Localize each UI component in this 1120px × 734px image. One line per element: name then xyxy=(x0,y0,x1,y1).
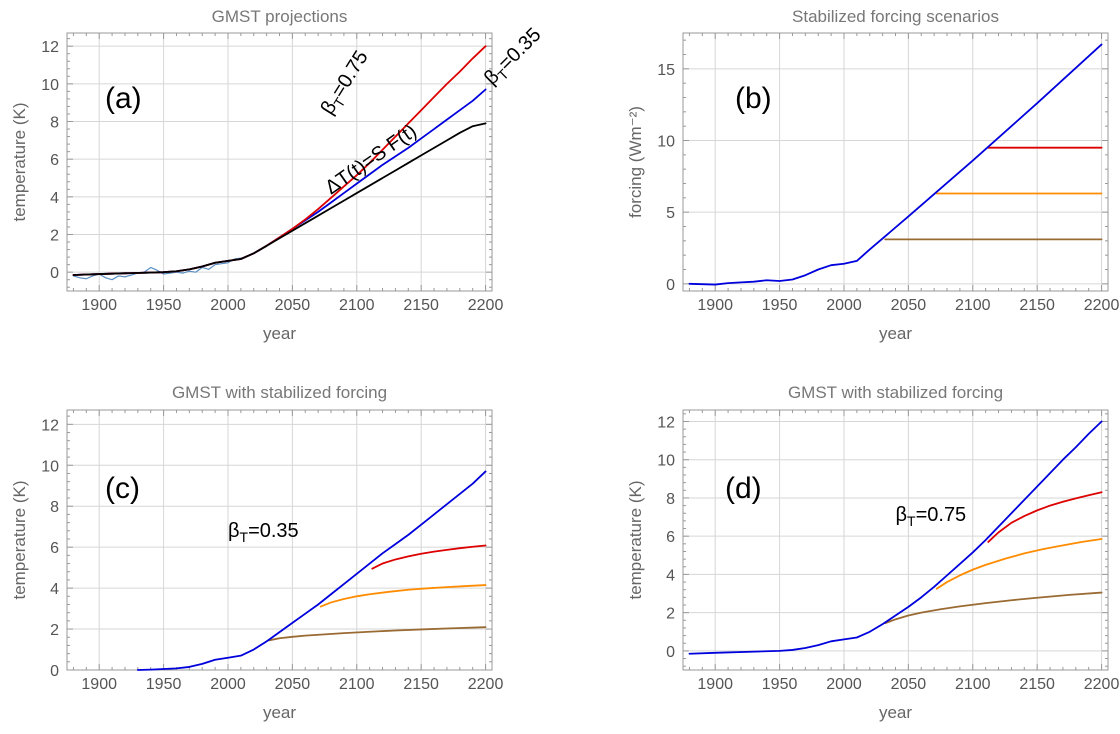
annotation: βT=0.35 xyxy=(228,520,299,545)
x-axis-label: year xyxy=(263,324,296,343)
panel-label: (c) xyxy=(105,472,140,505)
panel-label: (a) xyxy=(105,82,142,115)
panel-label: (d) xyxy=(725,472,762,505)
x-tick-label: 2100 xyxy=(339,297,375,314)
x-tick-label: 1950 xyxy=(762,676,798,693)
x-tick-label: 2000 xyxy=(826,297,862,314)
y-axis-label: temperature (K) xyxy=(10,102,29,221)
panel-label: (b) xyxy=(735,82,772,115)
y-tick-label: 12 xyxy=(657,414,675,431)
x-tick-label: 1950 xyxy=(146,676,182,693)
x-tick-label: 2100 xyxy=(955,676,991,693)
y-tick-label: 10 xyxy=(657,453,675,470)
panel-a: 1900 1950 2000 2050 2100 2150 2200 0 2 4 6 8 10 12 GMS… xyxy=(10,7,548,343)
x-tick-label: 2200 xyxy=(1084,297,1120,314)
series-line-beta075 xyxy=(72,45,487,276)
x-tick-label: 2050 xyxy=(891,676,927,693)
y-tick-label: 15 xyxy=(657,62,675,79)
x-tick-label: 2150 xyxy=(1019,297,1055,314)
y-tick-label: 10 xyxy=(657,134,675,151)
x-axis-label: year xyxy=(263,703,296,722)
x-tick-label: 2200 xyxy=(468,297,504,314)
plot-frame xyxy=(682,409,1109,671)
y-axis-label: temperature (K) xyxy=(10,480,29,599)
annotation: βT=0.75 xyxy=(896,504,967,529)
y-tick-label: 2 xyxy=(50,228,59,245)
series-line-ramp xyxy=(688,43,1103,286)
y-tick-label: 12 xyxy=(41,39,59,56)
y-tick-label: 8 xyxy=(666,491,675,508)
x-tick-label: 2100 xyxy=(955,297,991,314)
x-tick-label: 2100 xyxy=(339,676,375,693)
series-line-stab9 xyxy=(987,491,1103,543)
y-tick-label: 0 xyxy=(666,644,675,661)
x-tick-label: 2050 xyxy=(891,297,927,314)
x-tick-label: 2050 xyxy=(275,676,311,693)
y-axis-label: forcing (Wm⁻²) xyxy=(626,106,645,218)
panel-c: 1900 1950 2000 2050 2100 2150 2200 0 2 4 6 8 10 12 GMS… xyxy=(10,383,503,722)
x-axis-label: year xyxy=(879,703,912,722)
y-tick-label: 10 xyxy=(41,77,59,94)
x-tick-label: 2200 xyxy=(468,676,504,693)
x-tick-label: 2150 xyxy=(403,297,439,314)
x-tick-label: 1900 xyxy=(697,676,733,693)
y-tick-label: 4 xyxy=(50,581,59,598)
chart-title: Stabilized forcing scenarios xyxy=(792,7,999,26)
y-tick-label: 6 xyxy=(50,152,59,169)
x-tick-label: 2050 xyxy=(275,297,311,314)
y-tick-label: 12 xyxy=(41,417,59,434)
y-tick-label: 2 xyxy=(666,606,675,623)
y-tick-label: 0 xyxy=(50,265,59,282)
x-tick-label: 1900 xyxy=(81,297,117,314)
series-line-stab6 xyxy=(319,584,487,608)
series-line-beta035 xyxy=(72,88,487,276)
y-tick-label: 10 xyxy=(41,458,59,475)
series-line-stab3 xyxy=(268,626,487,642)
y-tick-label: 2 xyxy=(50,622,59,639)
y-tick-label: 4 xyxy=(666,567,675,584)
series-line-stab3 xyxy=(884,591,1103,625)
x-tick-label: 1950 xyxy=(146,297,182,314)
series-line-stab6 xyxy=(935,538,1103,590)
y-tick-label: 0 xyxy=(50,663,59,680)
panel-d: 1900 1950 2000 2050 2100 2150 2200 0 2 4 6 8 10 12 GMS… xyxy=(626,383,1119,722)
chart-title: GMST with stabilized forcing xyxy=(172,383,387,402)
x-tick-label: 2000 xyxy=(210,676,246,693)
x-tick-label: 1950 xyxy=(762,297,798,314)
chart-title: GMST projections xyxy=(212,7,348,26)
series-line-linear xyxy=(72,122,487,276)
y-tick-label: 8 xyxy=(50,499,59,516)
y-tick-label: 6 xyxy=(50,540,59,557)
plot-frame xyxy=(682,32,1109,292)
chart-title: GMST with stabilized forcing xyxy=(788,383,1003,402)
x-tick-label: 2150 xyxy=(403,676,439,693)
series-line-obs xyxy=(72,257,242,281)
x-tick-label: 2150 xyxy=(1019,676,1055,693)
y-tick-label: 4 xyxy=(50,190,59,207)
series-line-ramp xyxy=(688,420,1103,655)
x-tick-label: 2200 xyxy=(1084,676,1120,693)
x-axis-label: year xyxy=(879,324,912,343)
y-tick-label: 5 xyxy=(666,205,675,222)
x-tick-label: 1900 xyxy=(81,676,117,693)
y-axis-label: temperature (K) xyxy=(626,480,645,599)
y-tick-label: 8 xyxy=(50,115,59,132)
y-tick-label: 6 xyxy=(666,529,675,546)
x-tick-label: 1900 xyxy=(697,297,733,314)
series-line-stab9 xyxy=(371,544,487,570)
panel-b: 1900 1950 2000 2050 2100 2150 2200 0 5 10 15 Stabil… xyxy=(626,7,1119,343)
y-tick-label: 0 xyxy=(666,277,675,294)
annotation: βT=0.35 xyxy=(480,24,548,92)
x-tick-label: 2000 xyxy=(826,676,862,693)
series-line-ramp xyxy=(136,470,487,671)
plot-frame xyxy=(66,32,493,292)
x-tick-label: 2000 xyxy=(210,297,246,314)
